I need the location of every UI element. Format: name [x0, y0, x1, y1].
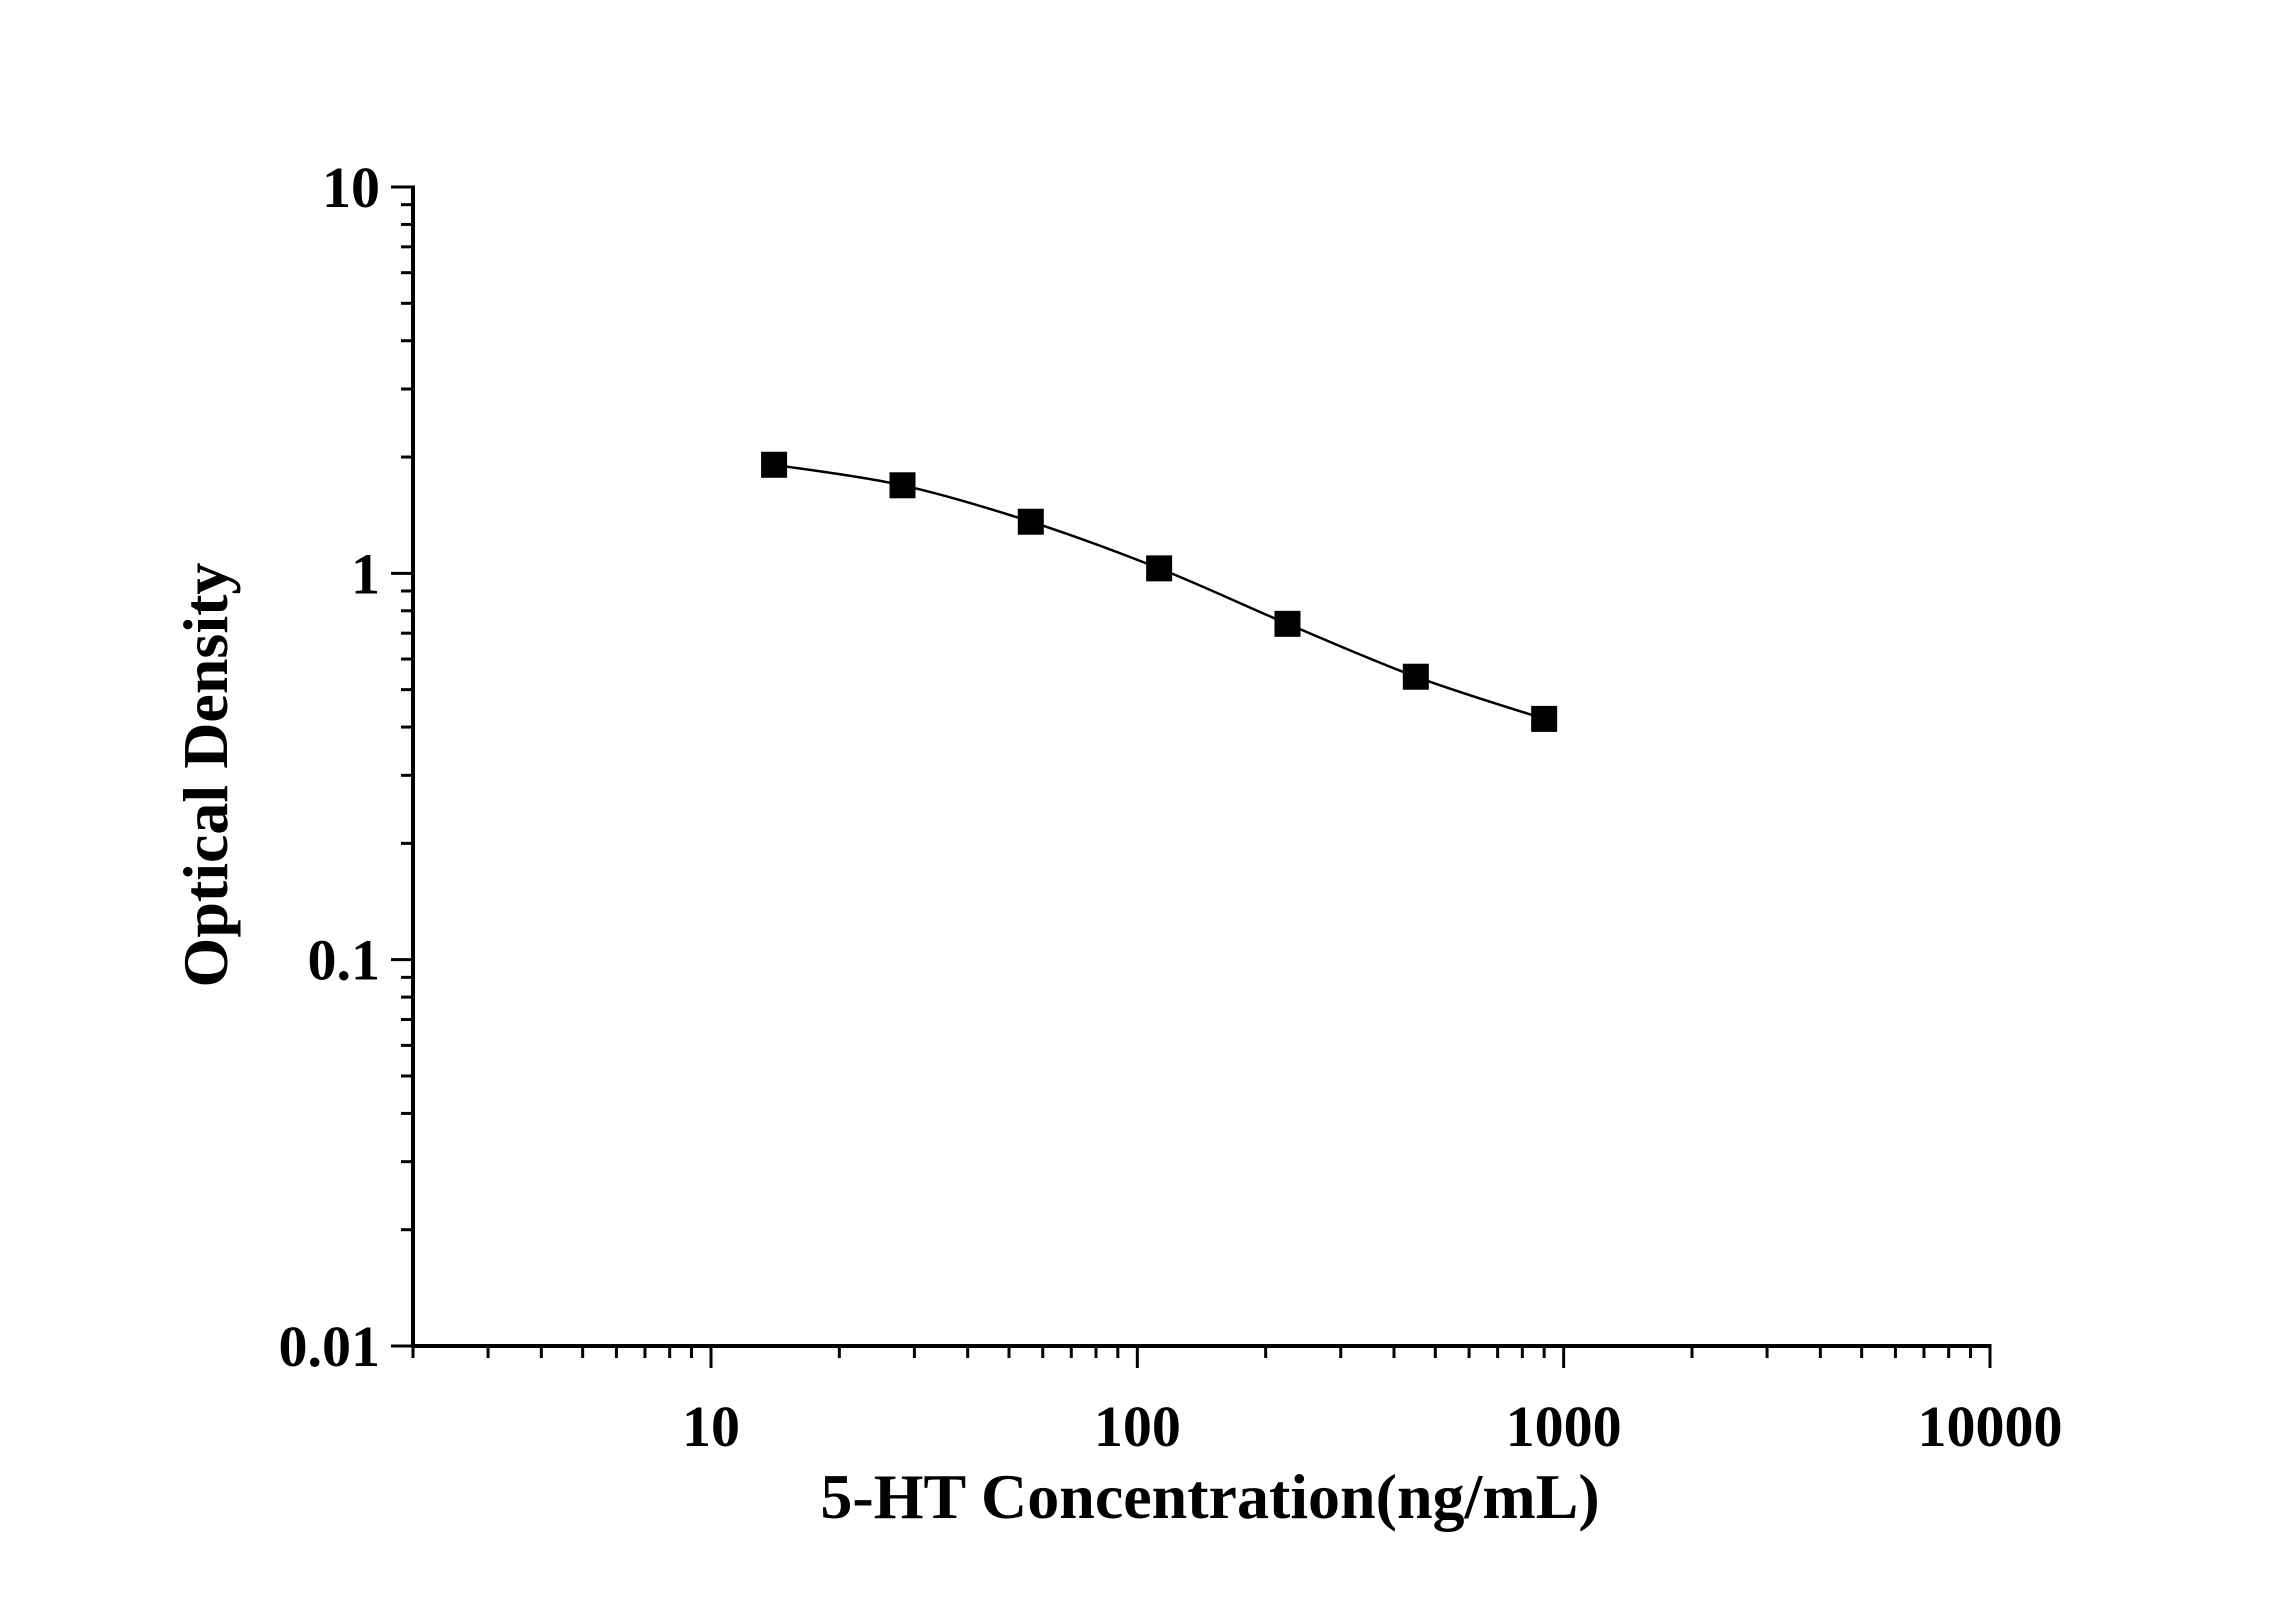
x-axis-title: 5-HT Concentration(ng/mL)	[820, 1461, 1599, 1532]
data-point-marker	[1402, 663, 1429, 690]
data-point-marker	[1274, 610, 1301, 637]
y-tick-label: 0.01	[279, 1314, 381, 1379]
data-point-marker	[1017, 508, 1044, 535]
x-tick-label: 100	[1094, 1394, 1181, 1459]
x-tick-label: 10000	[1918, 1394, 2063, 1459]
data-point-marker	[761, 451, 788, 478]
data-point-marker	[1146, 555, 1173, 582]
tick-labels: 10 100 1000 10000 0.01 0.1 1 10	[279, 155, 2063, 1459]
y-tick-label: 10	[322, 155, 380, 220]
y-axis-title: Optical Density	[170, 563, 241, 988]
x-tick-label: 1000	[1506, 1394, 1622, 1459]
y-tick-label: 1	[351, 541, 380, 606]
data-markers	[761, 451, 1558, 732]
data-point-marker	[1531, 705, 1558, 732]
x-tick-label: 10	[682, 1394, 740, 1459]
data-point-marker	[889, 472, 916, 499]
y-tick-label: 0.1	[308, 928, 381, 993]
axes	[391, 185, 1992, 1368]
